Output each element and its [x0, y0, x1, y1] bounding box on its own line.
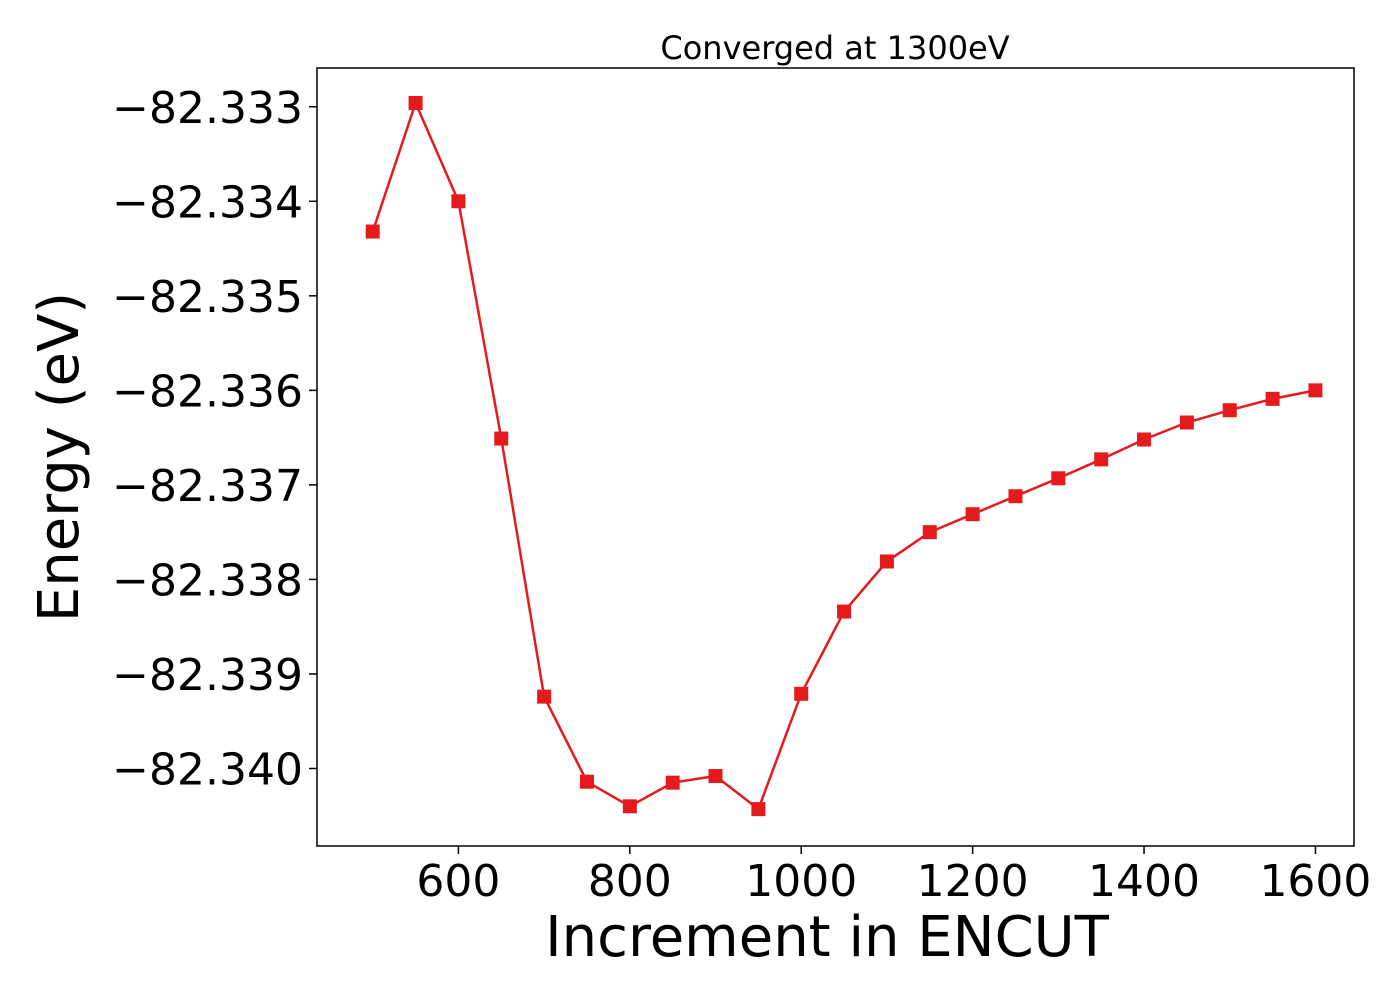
y-tick-label: −82.336: [112, 366, 303, 417]
data-point: [1265, 391, 1280, 406]
x-tick-label: 800: [588, 856, 672, 907]
data-point: [408, 95, 423, 110]
y-tick-label: −82.338: [112, 555, 303, 606]
chart-title: Converged at 1300eV: [660, 29, 1009, 67]
y-axis: −82.333 −82.334 −82.335 −82.336 −82.337 −82.3…: [112, 83, 317, 795]
data-point: [365, 224, 380, 239]
y-tick-label: −82.340: [112, 744, 303, 795]
data-point: [751, 802, 766, 817]
plot-area: [316, 67, 1355, 847]
data-point: [537, 689, 552, 704]
x-tick-label: 1600: [1259, 856, 1371, 907]
data-point: [1137, 432, 1152, 447]
y-tick-label: −82.339: [112, 650, 303, 701]
y-tick-label: −82.333: [112, 83, 303, 134]
data-point: [665, 775, 680, 790]
y-axis-label: Energy (eV): [27, 292, 92, 622]
x-tick-label: 1000: [745, 856, 857, 907]
data-point: [879, 554, 894, 569]
y-tick-label: −82.334: [112, 177, 303, 228]
y-tick-label: −82.337: [112, 461, 303, 512]
x-tick-label: 1200: [917, 856, 1029, 907]
x-axis-label: Increment in ENCUT: [545, 905, 1110, 970]
data-point: [622, 799, 637, 814]
data-point: [708, 769, 723, 784]
data-point: [794, 686, 809, 701]
data-point: [965, 507, 980, 522]
data-point: [837, 604, 852, 619]
data-point: [922, 525, 937, 540]
data-point: [579, 774, 594, 789]
data-point: [1008, 489, 1023, 504]
x-tick-label: 600: [416, 856, 500, 907]
series-layer: [365, 95, 1323, 817]
data-point: [1179, 415, 1194, 430]
x-tick-label: 1400: [1088, 856, 1200, 907]
data-point: [1051, 471, 1066, 486]
data-point: [1308, 383, 1323, 398]
data-point: [1222, 403, 1237, 418]
x-axis: 600 800 1000 1200 1400 1600: [416, 846, 1371, 907]
data-point: [494, 431, 509, 446]
data-point: [1094, 452, 1109, 467]
y-tick-label: −82.335: [112, 272, 303, 323]
data-point: [451, 194, 466, 209]
